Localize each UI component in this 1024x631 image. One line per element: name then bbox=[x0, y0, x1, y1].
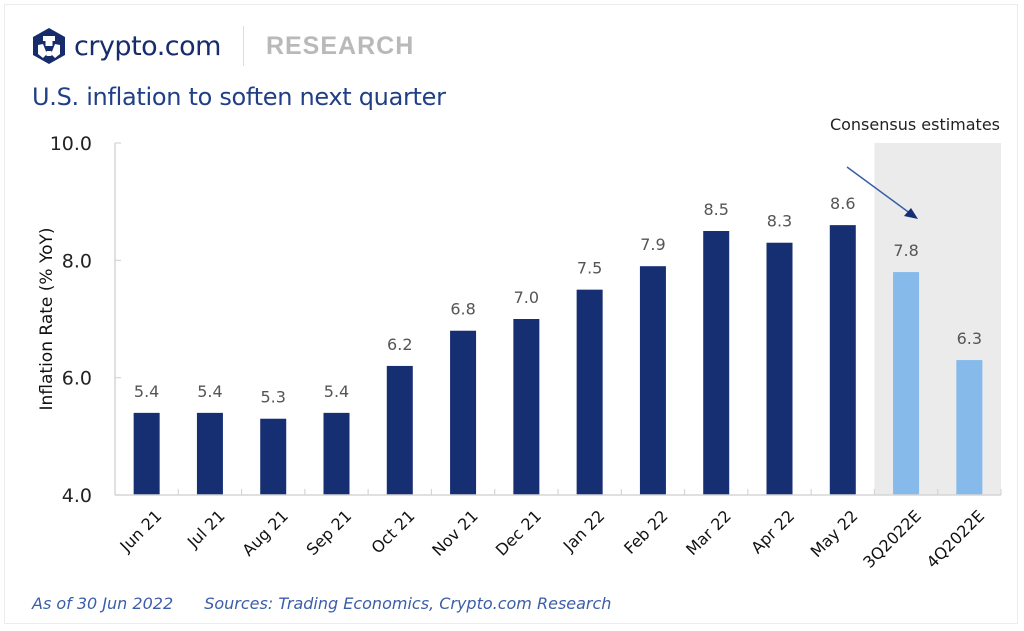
sources-note: Sources: Trading Economics, Crypto.com R… bbox=[204, 594, 612, 613]
y-tick-label: 4.0 bbox=[62, 485, 92, 507]
annotation-arrow-icon bbox=[846, 166, 918, 219]
bar-dec-21 bbox=[513, 319, 540, 495]
bar-3q2022e bbox=[893, 272, 920, 495]
x-tick-label: Oct 21 bbox=[368, 506, 419, 557]
crypto-com-logo-icon bbox=[33, 28, 65, 64]
bar-4q2022e bbox=[956, 360, 983, 495]
bar-oct-21 bbox=[386, 365, 413, 495]
brand-section: RESEARCH bbox=[265, 31, 415, 60]
y-axis-label: Inflation Rate (% YoY) bbox=[37, 228, 57, 411]
x-tick-label: Nov 21 bbox=[428, 506, 482, 560]
value-label: 6.8 bbox=[450, 300, 475, 319]
brand-name: crypto.com bbox=[74, 30, 221, 62]
bar-mar-22 bbox=[703, 231, 730, 495]
x-tick-label: Sep 21 bbox=[302, 506, 355, 559]
y-tick-label: 6.0 bbox=[62, 368, 92, 390]
x-tick-label: Jul 21 bbox=[183, 506, 229, 552]
chart-frame bbox=[4, 4, 1018, 624]
x-tick-label: Feb 22 bbox=[620, 506, 671, 557]
bar-nov-21 bbox=[450, 330, 477, 495]
y-tick-label: 8.0 bbox=[62, 250, 92, 272]
bar-may-22 bbox=[829, 225, 856, 495]
value-label: 7.5 bbox=[577, 259, 602, 278]
bar-apr-22 bbox=[766, 242, 793, 495]
value-label: 5.3 bbox=[260, 388, 285, 407]
chart-footer: As of 30 Jun 2022 Sources: Trading Econo… bbox=[32, 594, 611, 613]
chart-title: U.S. inflation to soften next quarter bbox=[32, 83, 446, 111]
bar-jul-21 bbox=[196, 412, 223, 495]
value-label: 5.4 bbox=[197, 382, 222, 401]
value-label: 7.9 bbox=[640, 235, 665, 254]
x-tick-label: Jun 21 bbox=[116, 506, 166, 556]
value-label: 6.3 bbox=[957, 329, 982, 348]
bar-sep-21 bbox=[323, 412, 350, 495]
bar-aug-21 bbox=[260, 418, 287, 495]
value-label: 5.4 bbox=[324, 382, 349, 401]
x-tick-label: Apr 22 bbox=[747, 506, 798, 557]
bar-feb-22 bbox=[639, 266, 666, 495]
value-label: 8.5 bbox=[703, 200, 728, 219]
value-label: 8.3 bbox=[767, 212, 792, 231]
bar-jan-22 bbox=[576, 289, 603, 495]
y-tick-label: 10.0 bbox=[50, 133, 92, 155]
value-label: 8.6 bbox=[830, 194, 855, 213]
x-tick-label: Mar 22 bbox=[682, 506, 735, 559]
value-label: 7.8 bbox=[893, 241, 918, 260]
x-tick-label: May 22 bbox=[807, 506, 862, 561]
value-label: 5.4 bbox=[134, 382, 159, 401]
x-tick-label: Aug 21 bbox=[238, 506, 292, 560]
x-tick-label: Jan 22 bbox=[559, 506, 609, 556]
brand-header: crypto.com RESEARCH bbox=[32, 26, 414, 66]
consensus-annotation: Consensus estimates bbox=[830, 115, 1000, 134]
value-label: 7.0 bbox=[514, 288, 539, 307]
bar-jun-21 bbox=[133, 412, 160, 495]
x-tick-label: Dec 21 bbox=[492, 506, 545, 559]
x-tick-label: 3Q2022E bbox=[859, 506, 924, 571]
x-tick-label: 4Q2022E bbox=[923, 506, 988, 571]
brand-divider bbox=[242, 26, 244, 66]
as-of-date: As of 30 Jun 2022 bbox=[32, 594, 174, 613]
value-label: 6.2 bbox=[387, 335, 412, 354]
